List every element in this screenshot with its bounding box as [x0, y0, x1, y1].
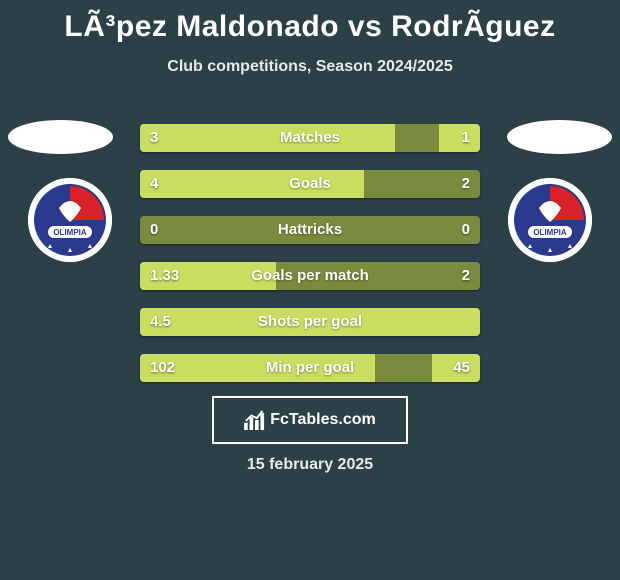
club-badge-right: OLIMPIA [508, 178, 592, 262]
bar-value-left: 4.5 [150, 308, 171, 336]
bar-value-right: 1 [462, 124, 470, 152]
player-photo-left-placeholder [8, 120, 113, 154]
bar-label: Min per goal [140, 354, 480, 382]
comparison-bars: Matches3 1 Goals4 2 Hattricks0 0 Goals per mat… [140, 124, 480, 400]
stat-bar: Min per goal102 45 [140, 354, 480, 382]
bar-label: Shots per goal [140, 308, 480, 336]
page-title: LÃ³pez Maldonado vs RodrÃ­guez [0, 0, 620, 44]
footer-brand-text: FcTables.com [270, 411, 376, 429]
bar-value-right: 45 [453, 354, 470, 382]
bar-label: Matches [140, 124, 480, 152]
date-text: 15 february 2025 [0, 456, 620, 474]
player-photo-right-placeholder [507, 120, 612, 154]
bar-value-left: 102 [150, 354, 175, 382]
olimpia-badge-icon: OLIMPIA [508, 178, 592, 262]
stat-bar: Goals per match1.33 2 [140, 262, 480, 290]
stat-bar: Shots per goal4.5 [140, 308, 480, 336]
stat-bar: Goals4 2 [140, 170, 480, 198]
bar-value-left: 0 [150, 216, 158, 244]
bar-value-left: 4 [150, 170, 158, 198]
bar-label: Goals per match [140, 262, 480, 290]
svg-text:OLIMPIA: OLIMPIA [53, 228, 87, 237]
fctables-logo-icon [244, 410, 266, 430]
footer-brand-box: FcTables.com [212, 396, 408, 444]
footer-brand: FcTables.com [244, 410, 376, 430]
bar-value-right: 2 [462, 262, 470, 290]
olimpia-badge-icon: OLIMPIA [28, 178, 112, 262]
subtitle: Club competitions, Season 2024/2025 [0, 58, 620, 76]
club-badge-left: OLIMPIA [28, 178, 112, 262]
bar-value-left: 3 [150, 124, 158, 152]
stat-bar: Hattricks0 0 [140, 216, 480, 244]
bar-value-right: 2 [462, 170, 470, 198]
bar-label: Goals [140, 170, 480, 198]
bar-value-right: 0 [462, 216, 470, 244]
bar-label: Hattricks [140, 216, 480, 244]
stat-bar: Matches3 1 [140, 124, 480, 152]
svg-text:OLIMPIA: OLIMPIA [533, 228, 567, 237]
bar-value-left: 1.33 [150, 262, 179, 290]
